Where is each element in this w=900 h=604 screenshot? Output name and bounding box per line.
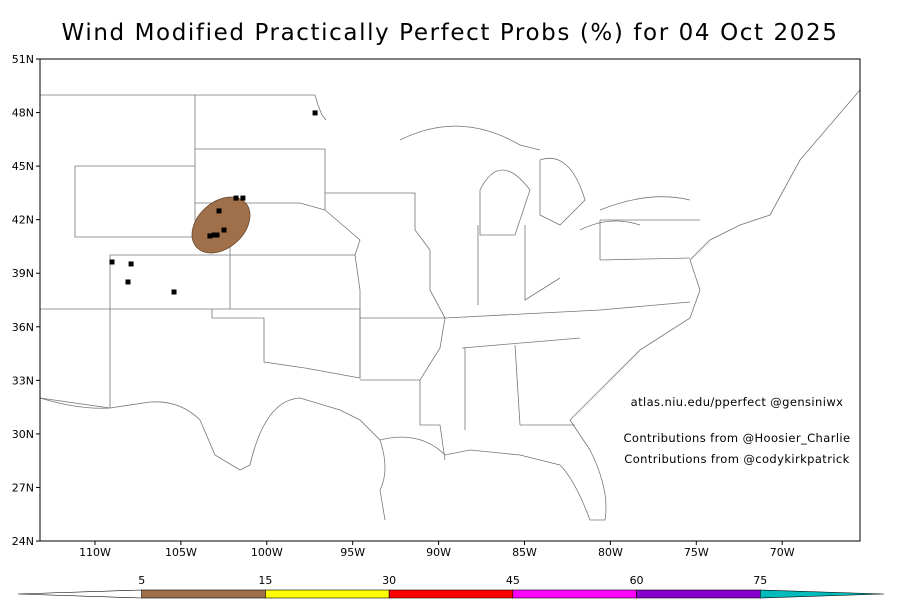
colorbar-label: 5 [138,574,145,587]
credit: Contributions from @Hoosier_Charlie [624,431,851,445]
map-frame [39,58,861,542]
wind-report [221,227,227,233]
lat-tick-label: 51N [12,53,34,66]
lon-tick-label: 95W [340,546,365,559]
wind-report [211,232,217,238]
probability-area [191,196,251,254]
lat-tick-label: 33N [12,374,34,387]
lat-tick-label: 27N [12,481,34,494]
lat-tick-label: 45N [12,160,34,173]
colorbar-low [17,589,143,599]
wind-report [240,195,246,201]
lon-tick-label: 85W [512,546,537,559]
lat-tick-label: 39N [12,267,34,280]
wind-report [128,261,134,267]
credit: Contributions from @codykirkpatrick [624,452,849,466]
wind-report [233,195,239,201]
lon-tick-label: 110W [79,546,111,559]
lon-tick-label: 105W [165,546,197,559]
title: Wind Modified Practically Perfect Probs … [62,20,839,46]
colorbar-segment [388,589,514,599]
colorbar-segment [265,589,390,599]
lat-tick-label: 42N [12,214,34,227]
lat-tick-label: 24N [12,535,34,548]
lon-tick-label: 80W [598,546,623,559]
lat-tick-label: 48N [12,107,34,120]
lat-tick-label: 36N [12,321,34,334]
colorbar-label: 15 [258,574,272,587]
wind-report [216,208,222,214]
lon-tick-label: 75W [684,546,709,559]
wind-report [109,259,115,265]
colorbar-label: 60 [630,574,644,587]
lon-tick-label: 70W [770,546,795,559]
wind-report [312,110,318,116]
colorbar-segment [512,589,637,599]
wind-report [125,279,131,285]
wind-report [214,232,220,238]
lon-tick-label: 100W [251,546,283,559]
colorbar-label: 75 [753,574,767,587]
wind-report [207,233,213,239]
lat-tick-label: 30N [12,428,34,441]
credit: atlas.niu.edu/pperfect @gensiniwx [631,395,844,409]
wind-report [171,289,177,295]
colorbar-high [759,589,885,599]
colorbar-segment [141,589,266,599]
map-outlines [39,59,861,541]
colorbar-segment [636,589,761,599]
lon-tick-label: 90W [426,546,451,559]
colorbar-label: 30 [382,574,396,587]
colorbar-label: 45 [506,574,520,587]
